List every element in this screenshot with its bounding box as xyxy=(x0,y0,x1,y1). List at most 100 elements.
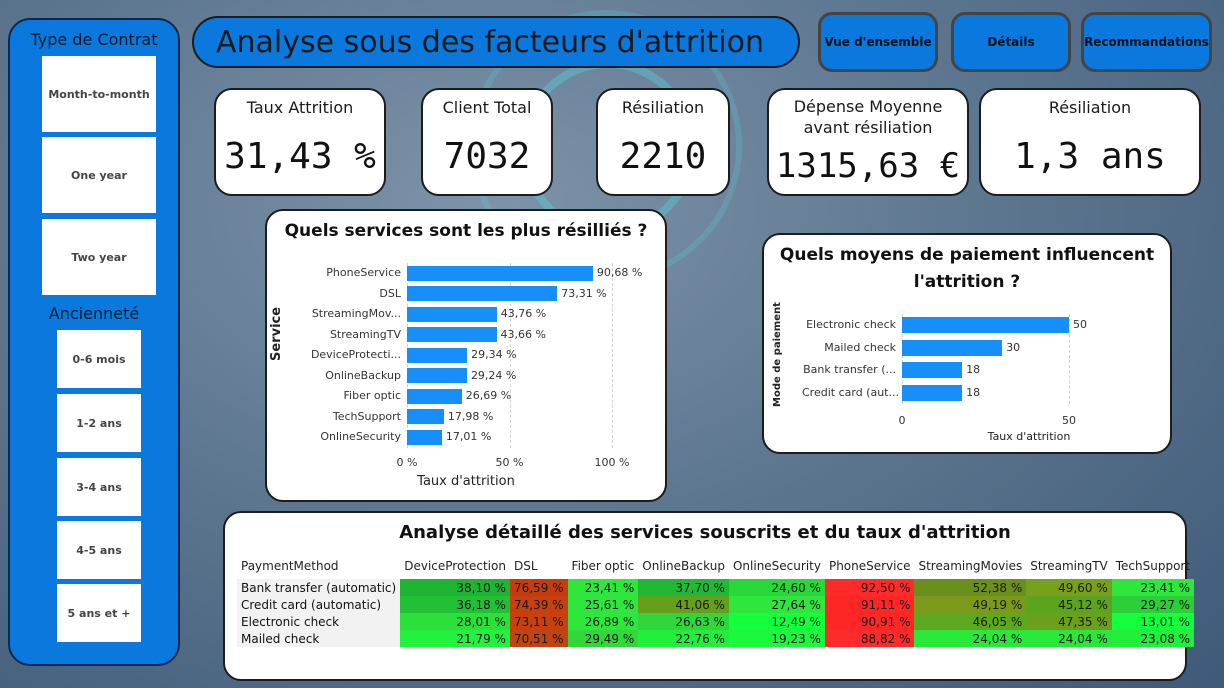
kpi-value: 31,43 % xyxy=(224,136,376,177)
table-cell: 24,04 % xyxy=(914,630,1027,647)
table-cell: 49,60 % xyxy=(1026,579,1112,596)
data-label: 17,98 % xyxy=(447,409,494,423)
table-cell: 45,12 % xyxy=(1026,596,1112,613)
column-header: PhoneService xyxy=(828,559,911,573)
contract-one-year-button[interactable]: One year xyxy=(42,137,156,213)
chart-title: Quels moyens de paiement influencent xyxy=(779,245,1155,265)
data-label: 30 xyxy=(1006,340,1021,354)
x-tick-label: 50 xyxy=(1062,414,1076,427)
seniority-3-4-button[interactable]: 3-4 ans xyxy=(57,458,141,516)
gridline xyxy=(1069,314,1070,404)
column-header: StreamingTV xyxy=(1030,559,1108,573)
data-label: 50 xyxy=(1073,318,1087,332)
bar xyxy=(407,388,462,404)
chart-title: Quels services sont les plus résilliés ? xyxy=(284,221,648,241)
kpi-label: Dépense Moyenne xyxy=(793,97,943,116)
y-axis-label: Service xyxy=(269,306,284,361)
kpi-value: 2210 xyxy=(619,136,707,177)
x-tick-label: 50 % xyxy=(495,456,524,469)
column-header: OnlineBackup xyxy=(642,559,725,573)
x-tick-label: 100 % xyxy=(594,456,630,469)
table-cell: 46,05 % xyxy=(914,613,1027,630)
kpi-value: 7032 xyxy=(443,136,531,177)
table-cell: 73,11 % xyxy=(509,613,568,630)
column-header: Fiber optic xyxy=(571,559,635,573)
seniority-5-plus-button[interactable]: 5 ans et + xyxy=(57,584,141,642)
table-cell: 29,27 % xyxy=(1111,596,1195,613)
bar xyxy=(902,384,963,401)
services-attrition-chart: Quels services sont les plus résilliés ?… xyxy=(265,209,667,502)
category-label: Fiber optic xyxy=(343,389,401,403)
matrix-header-row: PaymentMethod DeviceProtection DSL Fiber op… xyxy=(237,553,1194,579)
data-label: 26,69 % xyxy=(465,389,512,403)
seniority-4-5-button[interactable]: 4-5 ans xyxy=(57,521,141,579)
data-label: 18 xyxy=(966,385,981,399)
nav-overview-button[interactable]: Vue d'ensemble xyxy=(818,12,938,72)
kpi-label: Client Total xyxy=(442,98,532,117)
row-header: Bank transfer (automatic) xyxy=(237,579,401,596)
table-cell: 22,76 % xyxy=(638,630,729,647)
data-label: 29,24 % xyxy=(470,368,517,382)
bar xyxy=(407,409,444,425)
column-header: DSL xyxy=(513,559,538,573)
seniority-heading: Ancienneté xyxy=(48,304,140,323)
gridline xyxy=(902,314,903,404)
page-title: Analyse sous des facteurs d'attrition xyxy=(192,16,800,68)
seniority-1-2-button[interactable]: 1-2 ans xyxy=(57,394,141,452)
table-cell: 24,60 % xyxy=(728,579,825,596)
bar xyxy=(902,339,1003,356)
table-cell: 23,41 % xyxy=(1111,579,1195,596)
data-label: 90,68 % xyxy=(596,266,643,280)
category-label: Mailed check xyxy=(824,340,896,354)
contract-two-year-button[interactable]: Two year xyxy=(42,219,156,295)
category-label: PhoneService xyxy=(326,266,401,280)
x-axis-label: Taux d'attrition xyxy=(987,430,1071,443)
column-header: DeviceProtection xyxy=(404,559,506,573)
kpi-label: Résiliation xyxy=(621,98,705,117)
table-cell: 88,82 % xyxy=(824,630,915,647)
kpi-card-total-clients: Client Total 7032 xyxy=(421,88,553,196)
kpi-card-attrition-rate: Taux Attrition 31,43 % xyxy=(214,88,386,196)
nav-recommendations-button[interactable]: Recommandations xyxy=(1081,12,1212,72)
contract-month-to-month-button[interactable]: Month-to-month xyxy=(42,56,156,132)
table-cell: 26,63 % xyxy=(638,613,729,630)
category-label: TechSupport xyxy=(332,409,401,423)
bar xyxy=(902,362,963,379)
table-cell: 41,06 % xyxy=(638,596,729,613)
contract-type-heading: Type de Contrat xyxy=(30,30,158,49)
bar xyxy=(407,347,468,363)
attrition-matrix-table: PaymentMethod DeviceProtection DSL Fiber op… xyxy=(237,553,1195,647)
bar xyxy=(407,327,497,343)
payment-method-attrition-chart: Quels moyens de paiement influencent l'a… xyxy=(762,233,1172,454)
data-label: 43,76 % xyxy=(500,307,547,321)
bar xyxy=(407,265,593,281)
services-matrix-card: Analyse détaillé des services souscrits … xyxy=(223,511,1195,681)
table-cell: 74,39 % xyxy=(509,596,568,613)
table-cell: 24,04 % xyxy=(1026,630,1112,647)
bar xyxy=(902,317,1069,334)
table-cell: 28,01 % xyxy=(400,613,510,630)
nav-details-button[interactable]: Détails xyxy=(951,12,1071,72)
table-cell: 36,18 % xyxy=(400,596,510,613)
x-tick-label: 0 % xyxy=(396,456,418,469)
column-header: StreamingMovies xyxy=(918,559,1023,573)
kpi-value: 1315,63 € xyxy=(775,146,961,186)
bar xyxy=(407,368,467,384)
data-label: 29,34 % xyxy=(471,348,517,362)
category-label: DeviceProtecti... xyxy=(310,348,401,362)
table-cell: 52,38 % xyxy=(914,579,1027,596)
data-label: 18 xyxy=(966,363,981,377)
x-axis-label: Taux d'attrition xyxy=(417,474,515,489)
row-header: Credit card (automatic) xyxy=(237,596,401,613)
category-label: OnlineBackup xyxy=(325,368,401,382)
category-label: DSL xyxy=(379,286,401,300)
table-cell: 92,50 % xyxy=(824,579,915,596)
table-cell: 23,41 % xyxy=(567,579,639,596)
table-cell: 38,10 % xyxy=(400,579,510,596)
table-cell: 47,35 % xyxy=(1026,613,1112,630)
seniority-0-6-button[interactable]: 0-6 mois xyxy=(57,330,141,388)
gridline xyxy=(612,263,613,448)
chart-title: l'attrition ? xyxy=(913,272,1021,292)
kpi-label: Résiliation xyxy=(1048,98,1132,117)
table-cell: 27,64 % xyxy=(728,596,825,613)
